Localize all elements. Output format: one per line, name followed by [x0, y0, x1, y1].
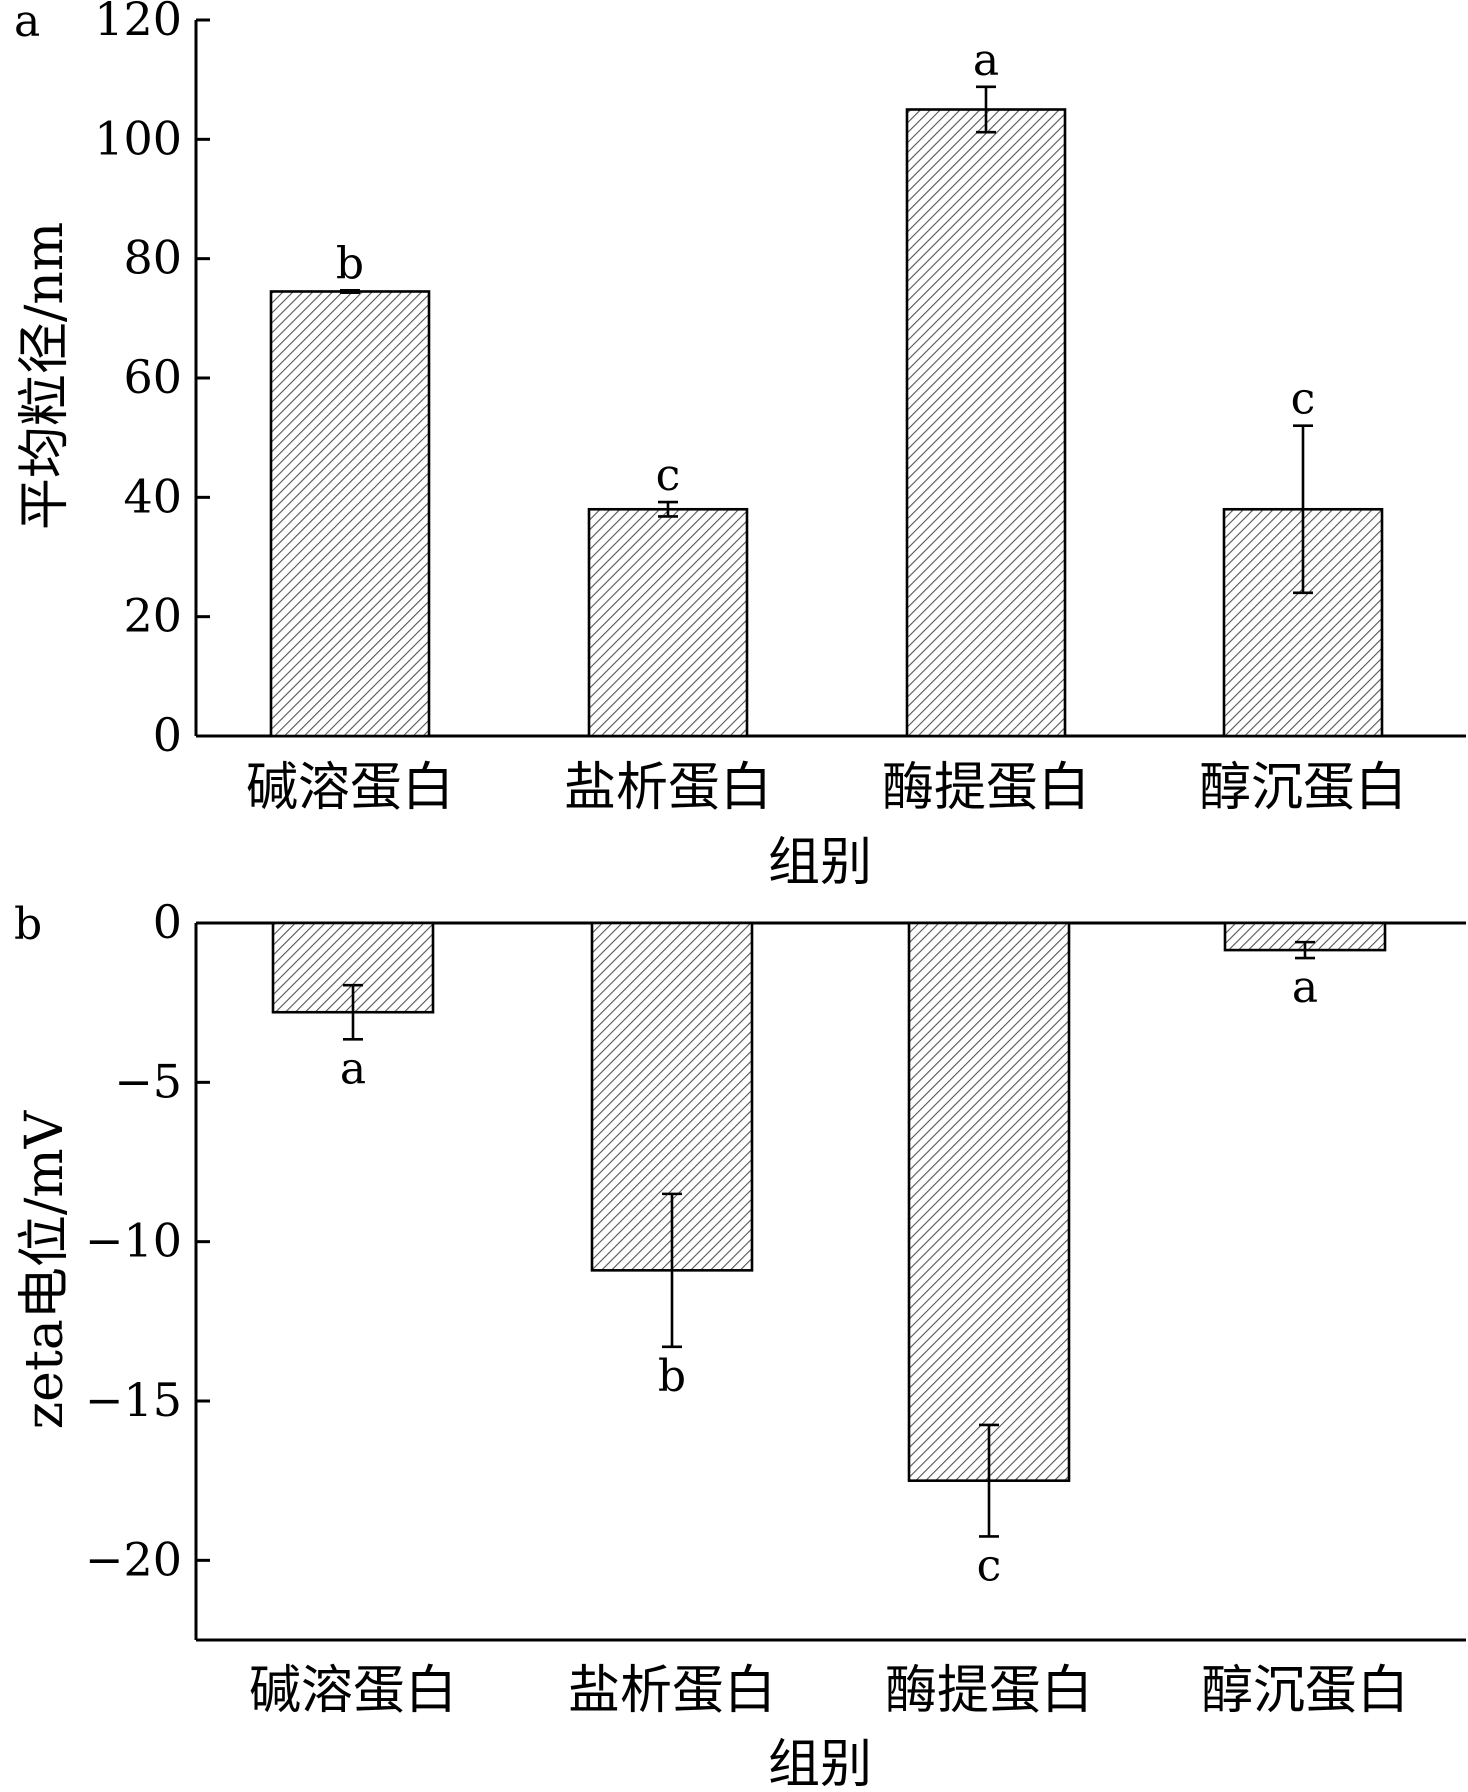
panel-a-category-label: 酶提蛋白: [882, 758, 1090, 818]
panel-b-significance-label: b: [658, 1351, 686, 1402]
panel-b-y-tick-label: −10: [85, 1214, 182, 1268]
panel-a-y-tick-label: 0: [153, 708, 182, 762]
panel-b-category-label: 碱溶蛋白: [249, 1661, 457, 1721]
panel-a-y-tick-label: 20: [123, 589, 182, 643]
panel-b-category-label: 酶提蛋白: [885, 1661, 1093, 1721]
panel-b-y-tick-label: 0: [153, 895, 182, 949]
panel-a-y-tick-label: 60: [123, 350, 182, 404]
panel-a-significance-label: c: [1291, 374, 1316, 425]
panel-a-bar: [269, 290, 431, 738]
panel-a-y-tick-label: 120: [94, 0, 182, 46]
panel-a-xlabel: 组别: [768, 833, 872, 893]
panel-a-y-tick-label: 80: [123, 231, 182, 285]
panel-b-label: b: [14, 899, 42, 950]
panel-b-significance-label: c: [977, 1540, 1002, 1591]
panel-b-xlabel: 组别: [768, 1735, 872, 1792]
panel-a-y-tick-label: 100: [94, 111, 182, 165]
panel-a-bar-chart: a 平均粒径/nm 组别 0 20 40 60 80 100 120 b 碱溶蛋白 c 盐析蛋白 a 酶…: [14, 0, 1466, 893]
panel-b-category-label: 盐析蛋白: [568, 1661, 776, 1721]
panel-a-y-tick-label: 40: [123, 469, 182, 523]
panel-a-significance-label: b: [336, 238, 364, 289]
panel-b-category-label: 醇沉蛋白: [1201, 1661, 1409, 1721]
panel-a-category-label: 盐析蛋白: [564, 758, 772, 818]
panel-b-bar: [907, 921, 1071, 1482]
panel-b-significance-label: a: [1292, 962, 1318, 1013]
panel-a-category-label: 碱溶蛋白: [246, 758, 454, 818]
panel-a-category-label: 醇沉蛋白: [1199, 758, 1407, 818]
panel-a-label: a: [14, 0, 40, 47]
panel-b-y-tick-label: −20: [85, 1532, 182, 1586]
panel-b-y-tick-label: −5: [114, 1054, 182, 1108]
panel-a-significance-label: a: [973, 35, 999, 86]
panel-a-bar: [587, 507, 749, 738]
panel-b-bar-chart: b zeta电位/mV 组别 0 −5 −10 −15 −20 a 碱溶蛋白 b 盐析蛋白 c 酶提…: [14, 895, 1466, 1792]
panel-b-significance-label: a: [340, 1043, 366, 1094]
panel-a-bar: [905, 108, 1067, 738]
panel-a-ylabel: 平均粒径/nm: [15, 222, 75, 530]
panel-b-ylabel: zeta电位/mV: [15, 1109, 75, 1429]
panel-a-significance-label: c: [656, 450, 681, 501]
panel-b-y-tick-label: −15: [85, 1373, 182, 1427]
